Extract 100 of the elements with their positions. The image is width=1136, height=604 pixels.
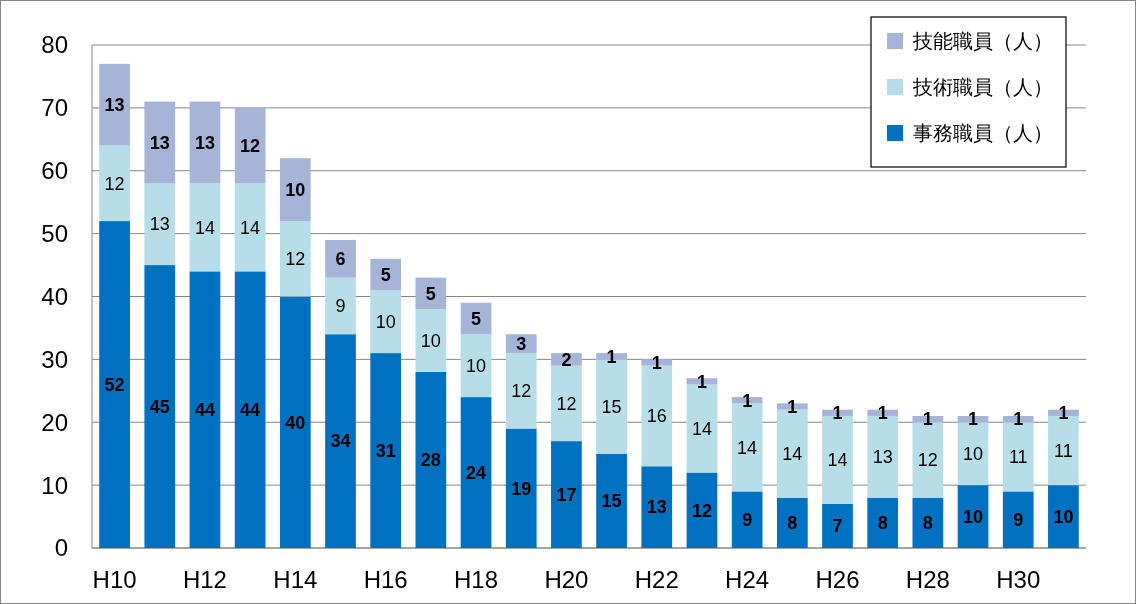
data-label: 15 xyxy=(601,396,622,417)
y-tick-label: 20 xyxy=(41,408,68,436)
bar xyxy=(731,491,763,548)
x-tick-label: H16 xyxy=(363,566,408,593)
y-tick-label: 50 xyxy=(41,220,68,248)
data-label: 14 xyxy=(240,217,261,238)
bar xyxy=(144,101,176,184)
data-label: 12 xyxy=(285,249,306,270)
y-tick-label: 10 xyxy=(41,471,68,499)
bar xyxy=(776,497,808,548)
data-label: 14 xyxy=(737,437,758,458)
x-tick-label: H18 xyxy=(454,566,499,593)
data-label: 1 xyxy=(1058,403,1069,424)
x-tick-label: H26 xyxy=(815,566,860,593)
y-tick-label: 80 xyxy=(41,31,68,59)
data-label: 17 xyxy=(556,484,577,505)
data-label: 13 xyxy=(104,95,125,116)
bar xyxy=(415,309,447,372)
data-label: 9 xyxy=(742,510,753,531)
data-label: 45 xyxy=(149,396,170,417)
data-label: 1 xyxy=(787,396,798,417)
bar xyxy=(1048,485,1079,548)
bar xyxy=(551,441,582,548)
x-tick-label: H10 xyxy=(92,566,137,593)
data-label: 10 xyxy=(375,311,396,332)
data-label: 12 xyxy=(917,450,938,471)
x-tick-label: H20 xyxy=(544,566,589,593)
data-label: 40 xyxy=(285,412,306,433)
bar xyxy=(279,158,311,222)
data-label: 5 xyxy=(471,308,482,329)
data-label: 1 xyxy=(832,403,843,424)
bar xyxy=(686,472,718,548)
data-label: 14 xyxy=(194,217,215,238)
bar xyxy=(505,353,537,429)
legend-label: 技能職員（人） xyxy=(912,30,1053,52)
legend-label: 事務職員（人） xyxy=(913,122,1053,144)
bar xyxy=(822,503,853,548)
data-label: 13 xyxy=(149,214,170,235)
bar xyxy=(234,183,266,272)
x-tick-label: H14 xyxy=(273,566,318,593)
x-tick-label: H24 xyxy=(725,566,770,593)
data-label: 14 xyxy=(827,450,848,471)
data-label: 10 xyxy=(285,179,306,200)
data-label: 13 xyxy=(149,132,170,153)
data-label: 1 xyxy=(606,346,617,367)
legend-label: 技術職員（人） xyxy=(912,76,1053,98)
data-label: 1 xyxy=(968,409,979,430)
data-label: 3 xyxy=(516,333,527,354)
bar xyxy=(415,371,447,548)
bar xyxy=(641,466,673,548)
data-label: 14 xyxy=(782,443,803,464)
data-label: 12 xyxy=(556,393,577,414)
data-label: 52 xyxy=(104,374,125,395)
data-label: 34 xyxy=(330,431,351,452)
bar xyxy=(234,271,266,548)
y-tick-label: 60 xyxy=(41,157,68,185)
data-label: 9 xyxy=(335,296,346,317)
data-label: 2 xyxy=(561,349,572,370)
data-label: 1 xyxy=(651,352,662,373)
x-tick-label: H22 xyxy=(634,566,679,593)
bar xyxy=(867,497,899,548)
bar xyxy=(279,221,311,297)
data-label: 5 xyxy=(425,283,436,304)
data-label: 13 xyxy=(194,132,215,153)
y-tick-label: 70 xyxy=(41,94,68,122)
data-label: 10 xyxy=(420,330,441,351)
data-label: 28 xyxy=(420,450,441,471)
bar xyxy=(551,365,582,442)
data-label: 8 xyxy=(922,513,933,534)
bar xyxy=(596,453,627,548)
data-label: 12 xyxy=(240,135,261,156)
bar xyxy=(1002,491,1034,548)
x-tick-label: H28 xyxy=(905,566,950,593)
bar xyxy=(99,145,130,222)
bar xyxy=(370,290,402,354)
bar xyxy=(99,63,130,146)
bar xyxy=(279,296,311,548)
data-label: 13 xyxy=(646,497,667,518)
data-label: 5 xyxy=(380,264,391,285)
bar xyxy=(234,107,266,184)
bar xyxy=(460,334,492,398)
data-label: 6 xyxy=(335,249,346,270)
bar xyxy=(189,101,221,184)
data-label: 1 xyxy=(922,409,933,430)
bar xyxy=(505,428,537,548)
data-label: 1 xyxy=(742,390,753,411)
data-label: 12 xyxy=(511,381,532,402)
data-label: 44 xyxy=(194,399,215,420)
bar xyxy=(912,497,944,548)
data-label: 10 xyxy=(963,443,984,464)
data-label: 8 xyxy=(877,513,888,534)
data-label: 14 xyxy=(691,418,712,439)
data-label: 1 xyxy=(877,403,888,424)
y-tick-label: 40 xyxy=(41,282,68,310)
data-label: 19 xyxy=(511,478,532,499)
bar xyxy=(144,265,176,548)
y-tick-label: 0 xyxy=(54,534,68,562)
data-label: 7 xyxy=(832,516,843,537)
data-label: 11 xyxy=(1008,447,1028,468)
data-label: 10 xyxy=(963,506,984,527)
